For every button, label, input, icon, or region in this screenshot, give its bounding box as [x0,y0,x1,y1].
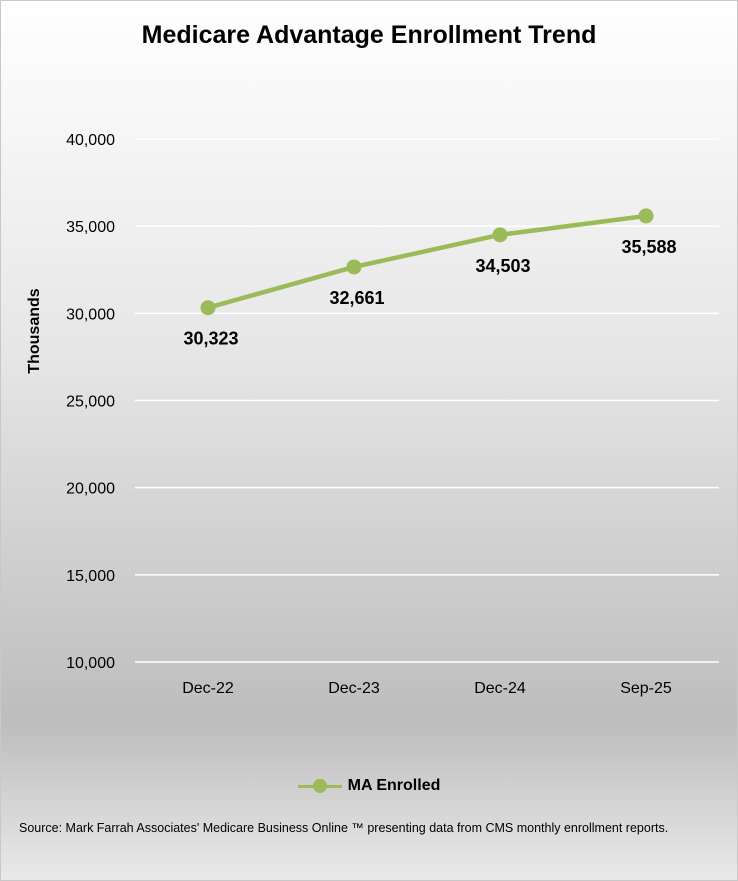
y-tick-label: 10,000 [66,655,115,672]
legend-series-marker [297,779,342,793]
x-tick-label: Sep-25 [620,680,672,697]
data-label: 30,323 [183,329,238,349]
legend-series-name: MA Enrolled [347,777,441,794]
data-label: 34,503 [475,256,530,276]
y-axis-label: Thousands [26,288,43,373]
grid-lines [135,138,719,663]
x-tick-label: Dec-24 [474,680,526,697]
data-point [492,227,508,243]
chart-title: Medicare Advantage Enrollment Trend [141,21,597,49]
data-point [200,300,216,316]
data-label: 32,661 [329,288,384,308]
data-point [346,259,362,275]
data-point [638,208,654,224]
y-tick-label: 20,000 [66,481,115,498]
x-tick-label: Dec-23 [328,680,380,697]
y-tick-label: 25,000 [66,394,115,411]
data-label: 35,588 [621,237,676,257]
y-tick-label: 35,000 [66,219,115,236]
source-note: Source: Mark Farrah Associates' Medicare… [19,821,669,835]
data-labels: 30,323 32,661 34,503 35,588 [183,237,676,349]
y-tick-label: 15,000 [66,568,115,585]
y-tick-label: 30,000 [66,306,115,323]
series-line-layer [207,213,647,310]
data-points [200,208,654,316]
y-tick-label: 40,000 [66,132,115,149]
x-tick-label: Dec-22 [182,680,234,697]
legend: MA Enrolled [1,777,737,795]
x-axis-ticks: Dec-22 Dec-23 Dec-24 Sep-25 [182,680,672,697]
y-axis-ticks: 10,000 15,000 20,000 25,000 30,000 35,000 40,0… [66,132,115,672]
series-line [207,213,647,310]
